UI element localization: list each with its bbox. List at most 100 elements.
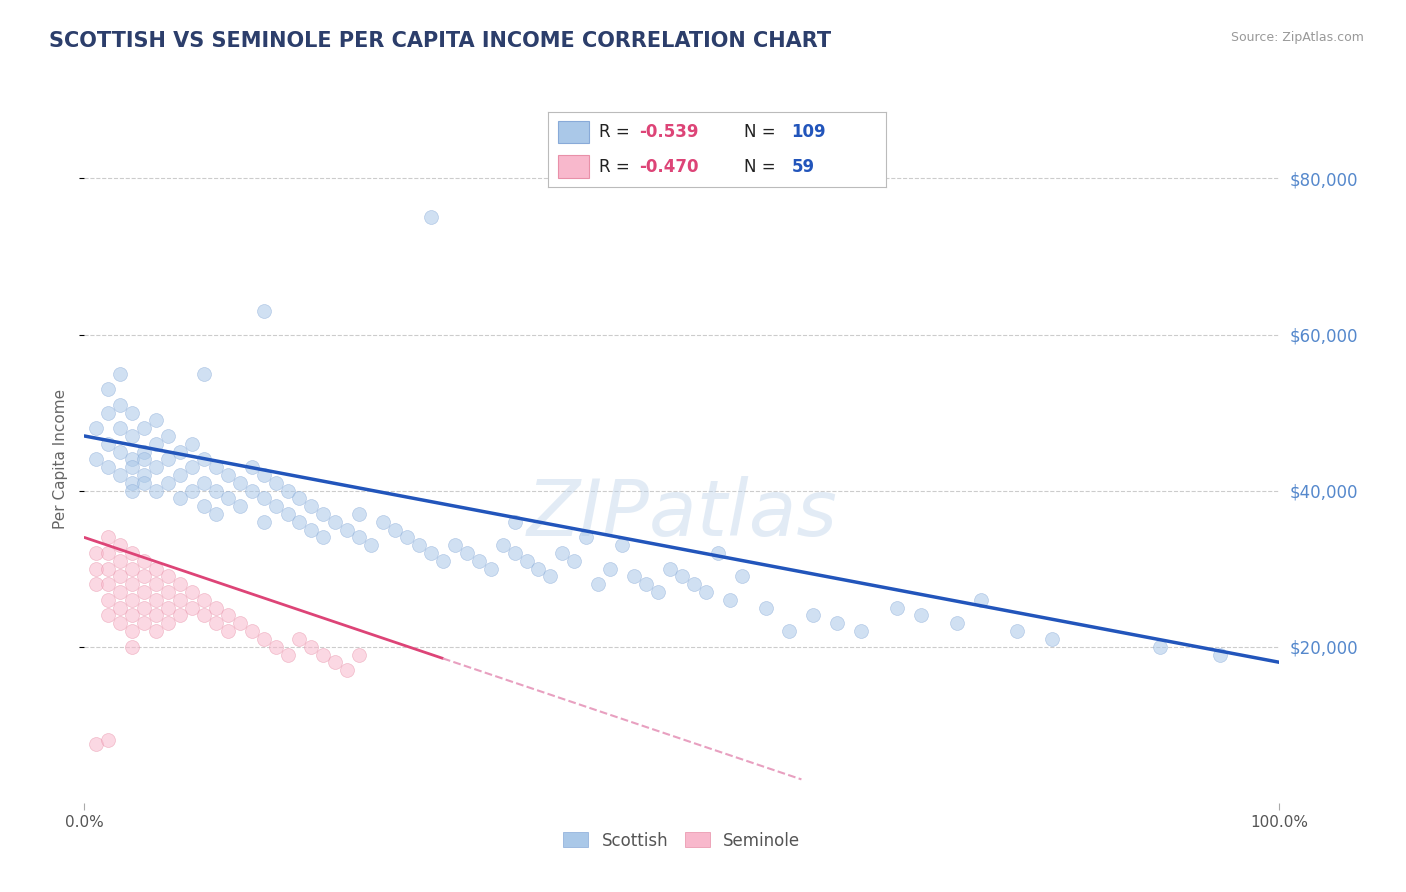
Point (253, 467, 276, 482)
Point (229, 500, 252, 514)
Point (121, 592, 143, 607)
Point (97, 562, 120, 576)
Point (349, 530, 371, 544)
Point (193, 367, 215, 381)
Point (301, 523, 323, 537)
Point (1149, 640, 1171, 654)
Point (264, 640, 287, 654)
Point (86, 562, 108, 576)
Point (456, 546, 478, 560)
Point (121, 577, 143, 591)
Point (612, 538, 634, 552)
Point (288, 491, 311, 506)
Point (132, 600, 156, 615)
Point (157, 452, 180, 467)
Point (408, 538, 430, 552)
Point (707, 546, 730, 560)
Point (205, 616, 228, 631)
Point (551, 546, 574, 560)
Point (731, 569, 754, 583)
Point (205, 483, 228, 498)
Point (110, 538, 132, 552)
Point (468, 554, 491, 568)
Point (169, 577, 191, 591)
Point (110, 367, 132, 381)
Point (695, 585, 717, 599)
Y-axis label: Per Capita Income: Per Capita Income (53, 389, 69, 530)
Point (110, 444, 132, 458)
Point (623, 569, 645, 583)
Point (253, 491, 276, 506)
Point (312, 507, 335, 521)
Point (121, 640, 143, 654)
Point (503, 546, 526, 560)
Point (169, 467, 191, 482)
Point (110, 616, 132, 631)
Text: R =: R = (599, 158, 636, 176)
Point (97, 405, 120, 420)
Text: R =: R = (599, 123, 636, 141)
Point (755, 600, 778, 615)
Point (97, 530, 120, 544)
Point (110, 398, 132, 412)
Point (181, 483, 204, 498)
Point (253, 515, 276, 529)
Point (312, 648, 335, 662)
Point (803, 608, 825, 623)
Point (121, 429, 143, 443)
Point (97, 577, 120, 591)
Point (121, 624, 143, 639)
Point (349, 507, 371, 521)
Point (121, 562, 143, 576)
Point (145, 483, 167, 498)
Point (444, 538, 467, 552)
Point (110, 569, 132, 583)
Point (683, 577, 706, 591)
Point (132, 444, 156, 458)
Point (264, 475, 287, 490)
Point (492, 538, 515, 552)
Point (145, 608, 167, 623)
Point (503, 515, 526, 529)
Point (132, 554, 156, 568)
Point (229, 616, 252, 631)
Point (121, 405, 143, 420)
Point (312, 530, 335, 544)
Point (1042, 632, 1064, 646)
Point (86, 421, 108, 435)
Point (97, 733, 120, 747)
Point (145, 592, 167, 607)
Point (336, 523, 359, 537)
Text: -0.539: -0.539 (640, 123, 699, 141)
Point (396, 530, 419, 544)
Point (157, 569, 180, 583)
Point (301, 500, 323, 514)
Point (132, 452, 156, 467)
Point (132, 467, 156, 482)
Point (217, 467, 239, 482)
Point (97, 436, 120, 450)
Legend: Scottish, Seminole: Scottish, Seminole (557, 825, 807, 856)
Point (157, 585, 180, 599)
Point (384, 523, 406, 537)
Point (671, 569, 693, 583)
Text: 109: 109 (792, 123, 825, 141)
Point (217, 624, 239, 639)
Point (718, 592, 741, 607)
Point (145, 460, 167, 475)
Point (97, 382, 120, 396)
Point (157, 600, 180, 615)
Point (193, 475, 215, 490)
Point (516, 554, 538, 568)
Point (253, 632, 276, 646)
Point (217, 491, 239, 506)
Point (575, 530, 598, 544)
Point (264, 500, 287, 514)
Point (132, 585, 156, 599)
Point (193, 592, 215, 607)
Text: -0.470: -0.470 (640, 158, 699, 176)
Point (886, 600, 908, 615)
Point (910, 608, 932, 623)
Point (205, 460, 228, 475)
Point (97, 608, 120, 623)
